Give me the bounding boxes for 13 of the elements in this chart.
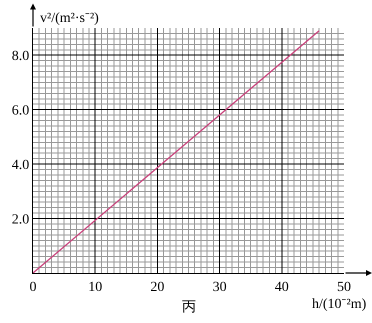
x-tick-label: 30 — [212, 280, 227, 295]
y-tick-label: 8.0 — [12, 49, 30, 64]
x-tick-label: 20 — [150, 280, 164, 295]
x-tick-label: 0 — [30, 280, 36, 295]
x-tick-label: 10 — [88, 280, 102, 295]
x-tick-label: 40 — [274, 280, 289, 295]
x-tick-label: 50 — [337, 280, 351, 295]
y-axis-title: v²/(m²·s⁻²) — [40, 11, 100, 26]
y-tick-label: 4.0 — [12, 158, 30, 174]
y-tick-label: 6.0 — [12, 104, 30, 119]
x-axis-title: h/(10⁻²m) — [312, 297, 367, 312]
text: 丙 — [182, 300, 196, 315]
y-tick-label: 2.0 — [12, 212, 30, 228]
